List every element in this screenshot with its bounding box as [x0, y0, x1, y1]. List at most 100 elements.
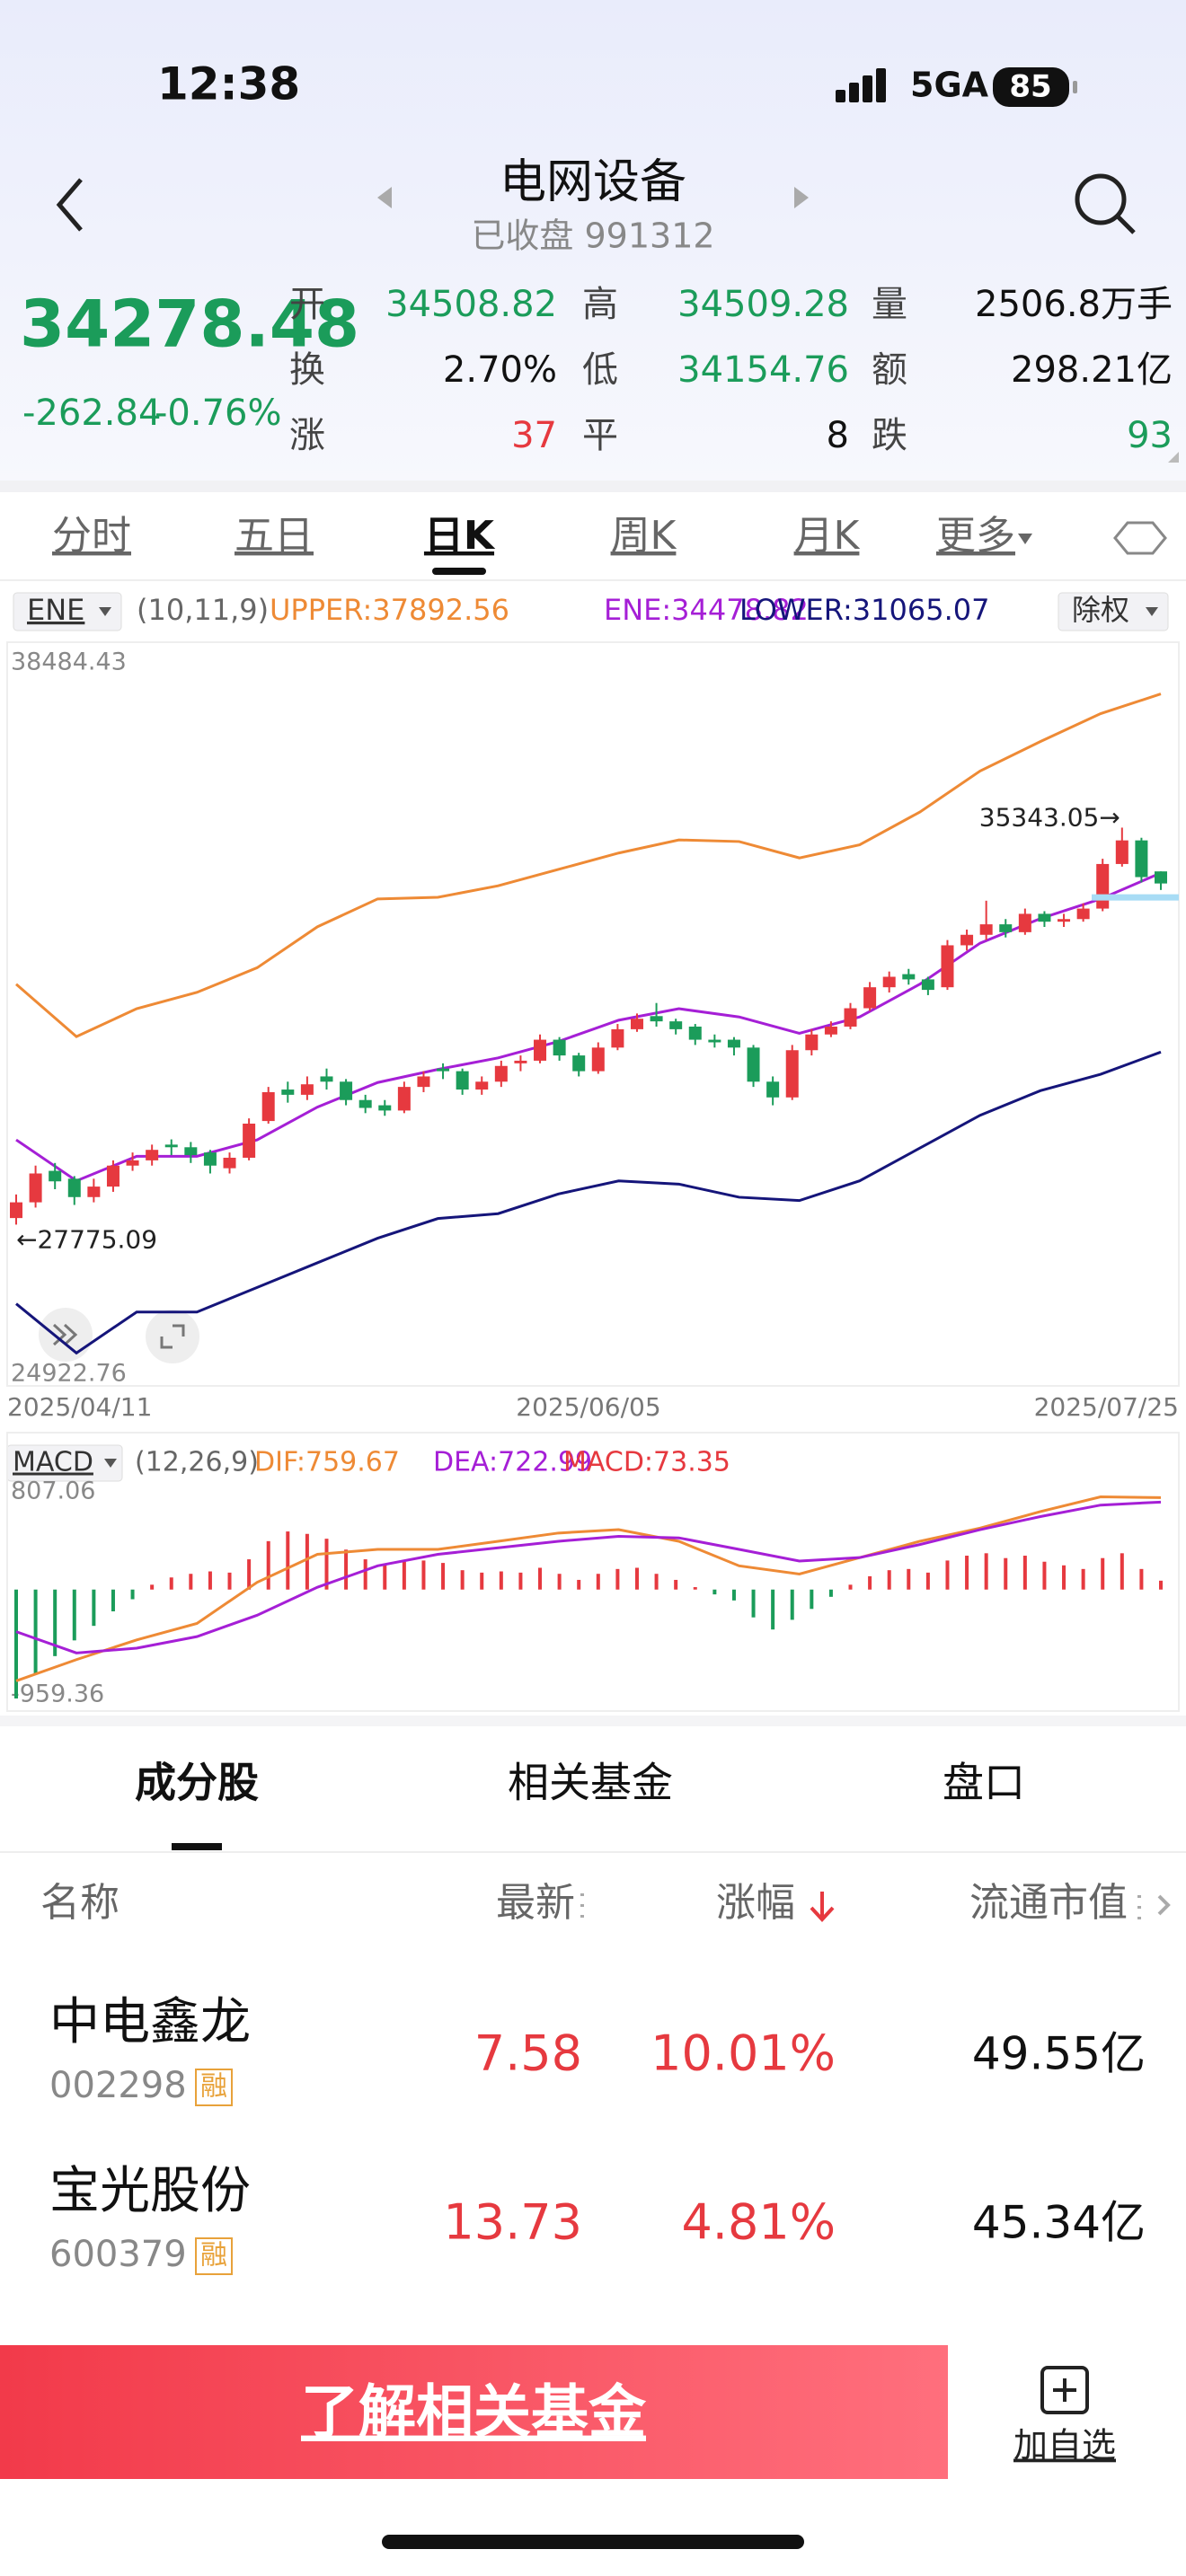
candle-body [378, 1105, 392, 1111]
y-tick-label: 38484.43 [11, 648, 127, 676]
tag-box [195, 2237, 233, 2275]
zoom-buttons[interactable] [39, 1308, 199, 1363]
field-label: 高 [582, 284, 618, 325]
field-label: 额 [872, 349, 907, 391]
ene-line [15, 693, 1162, 1038]
macd-bar [907, 1568, 911, 1590]
indicator-params: (10,11,9) [137, 593, 269, 627]
section-tab[interactable]: 相关基金 [508, 1759, 673, 1807]
stock-name[interactable]: 中电鑫龙 [49, 1993, 251, 2051]
candle-body [708, 1039, 721, 1043]
change: -262.84 [22, 393, 161, 434]
expand[interactable] [1168, 452, 1179, 463]
macd-line [15, 1495, 1162, 1682]
battery [993, 67, 1069, 107]
candle-body [281, 1090, 295, 1095]
stock-code: 600379 [49, 2234, 187, 2275]
field-value: 2506.8万手 [975, 284, 1173, 325]
candle-body [475, 1081, 489, 1090]
add-icon[interactable] [1040, 2366, 1089, 2414]
macd-bar [92, 1589, 96, 1627]
macd-bar [538, 1567, 543, 1590]
candle-body [10, 1202, 22, 1219]
watch-label[interactable]: 加自选 [1013, 2426, 1116, 2466]
tab[interactable]: 五日 [235, 513, 314, 559]
section-tab[interactable]: 成分股 [135, 1759, 259, 1807]
tab[interactable]: 日K [424, 513, 496, 559]
macd-bar [53, 1589, 58, 1656]
macd-bar [1062, 1565, 1067, 1590]
macd-bar [1042, 1561, 1047, 1590]
plot-frame [6, 641, 1180, 1387]
macd-bar [731, 1589, 736, 1601]
fund-button[interactable] [0, 2345, 948, 2479]
prev[interactable] [377, 187, 392, 208]
macd-bar [266, 1540, 270, 1590]
macd-bar [577, 1579, 581, 1590]
settings[interactable] [1113, 521, 1167, 555]
column-header[interactable]: 涨幅 [716, 1880, 795, 1926]
candle-body [106, 1165, 119, 1187]
dif-label: DIF:759.67 [254, 1447, 400, 1478]
tag: 融 [200, 2240, 227, 2272]
candle-body [630, 1019, 643, 1029]
plot-frame [6, 1432, 1180, 1712]
candle-body [261, 1091, 275, 1122]
macd-bar [984, 1553, 988, 1590]
subtitle: 已收盘 991312 [471, 216, 714, 256]
candle-body [611, 1028, 624, 1048]
field-value: 34509.28 [677, 284, 849, 325]
macd-bar [189, 1574, 193, 1590]
candle-body [591, 1047, 605, 1072]
macd-bar [925, 1572, 930, 1590]
candle-body [882, 976, 896, 988]
candle-body [785, 1050, 799, 1098]
column-header[interactable]: 流通市值 [969, 1880, 1128, 1926]
candle-body [164, 1144, 178, 1148]
adjust-box[interactable] [1058, 592, 1169, 631]
field-label: 低 [582, 349, 618, 391]
macd-bar [130, 1589, 135, 1600]
ene-line [15, 1050, 1162, 1355]
search[interactable] [1075, 173, 1136, 234]
macd-bar [848, 1584, 853, 1590]
macd-bar [324, 1539, 329, 1590]
stock-name[interactable]: 宝光股份 [49, 2162, 251, 2220]
section-tab[interactable]: 盘口 [943, 1759, 1025, 1807]
macd-bar [693, 1587, 697, 1590]
field-value: 93 [1127, 415, 1173, 456]
candle-body [184, 1147, 198, 1156]
latest: 7.58 [474, 2025, 582, 2082]
tab[interactable]: 更多 [936, 513, 1015, 559]
candle-body [437, 1068, 450, 1072]
macd-bar [383, 1565, 387, 1590]
macd-bar [1101, 1557, 1105, 1590]
tab[interactable]: 周K [611, 513, 677, 559]
candle-body [67, 1178, 81, 1197]
macd-bar [14, 1589, 18, 1699]
macd-bar [887, 1570, 891, 1590]
tab[interactable]: 分时 [52, 513, 131, 559]
macd-bar [499, 1571, 503, 1590]
divider [0, 1716, 1186, 1726]
macd-bar [421, 1560, 426, 1590]
macd-bar [965, 1556, 969, 1590]
candle-body [999, 924, 1013, 932]
high-annotation: 35343.05→ [979, 802, 1120, 832]
column-header[interactable]: 最新 [496, 1880, 575, 1926]
candle-body [1076, 908, 1090, 920]
tab[interactable]: 月K [794, 513, 861, 559]
field-value: 2.70% [443, 349, 557, 391]
back[interactable] [56, 178, 83, 232]
next[interactable] [794, 187, 809, 208]
candle-body [941, 945, 954, 988]
field-value: 34508.82 [385, 284, 557, 325]
candle-body [979, 924, 993, 935]
macd-bar [169, 1577, 173, 1590]
candle-body [320, 1076, 333, 1082]
macd-bar [828, 1589, 833, 1597]
macd-bar [344, 1549, 349, 1590]
ene-box[interactable] [13, 592, 122, 631]
candle-body [669, 1021, 683, 1029]
